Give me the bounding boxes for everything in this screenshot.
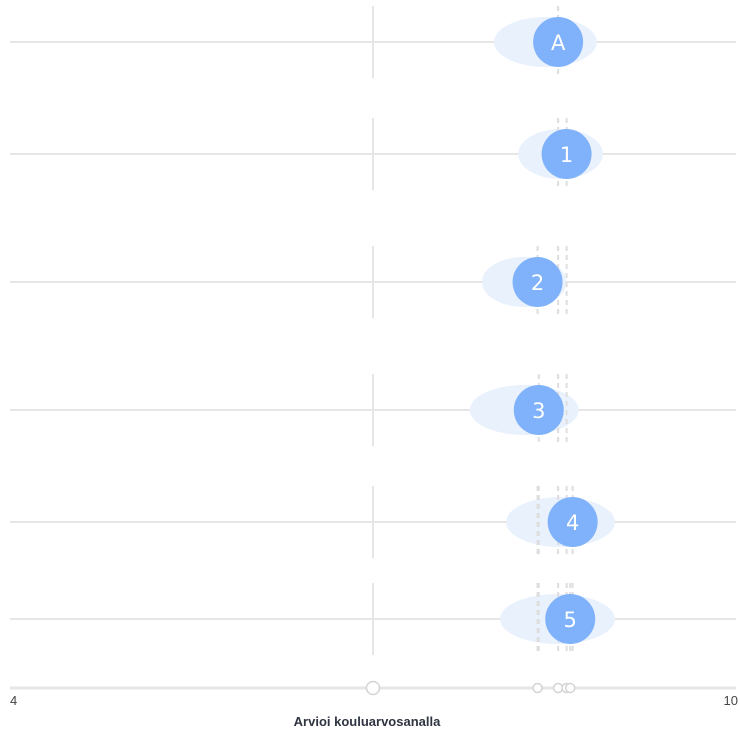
rating-rows: A 1 2 3 4 5 xyxy=(10,6,736,655)
slider-marker xyxy=(532,682,543,694)
rating-row: A xyxy=(10,6,736,78)
rating-marker xyxy=(545,594,596,644)
rating-marker-label: 5 xyxy=(564,608,577,632)
rating-marker xyxy=(512,257,563,307)
rating-row: 4 xyxy=(10,486,736,558)
rating-row: 1 xyxy=(10,118,736,190)
rating-marker-label: 3 xyxy=(532,399,545,423)
slider-marker xyxy=(552,682,564,694)
x-tick-label-min: 4 xyxy=(10,693,17,708)
rating-marker xyxy=(533,17,584,67)
rating-marker xyxy=(547,497,598,547)
slider-handle xyxy=(365,680,381,696)
slider-marker xyxy=(564,682,576,694)
x-axis-title: Arvioi kouluarvosanalla xyxy=(294,714,441,729)
rating-row: 5 xyxy=(10,583,736,655)
rating-marker xyxy=(513,385,564,435)
rating-row: 2 xyxy=(10,246,736,318)
rating-marker xyxy=(541,129,592,179)
rating-marker-label: 1 xyxy=(560,143,573,167)
x-tick-label-max: 10 xyxy=(724,693,738,708)
rating-marker-label: A xyxy=(551,31,566,55)
rating-marker-label: 2 xyxy=(531,271,544,295)
rating-row: 3 xyxy=(10,374,736,446)
rating-slider[interactable] xyxy=(10,680,736,696)
rating-marker-label: 4 xyxy=(566,511,579,535)
